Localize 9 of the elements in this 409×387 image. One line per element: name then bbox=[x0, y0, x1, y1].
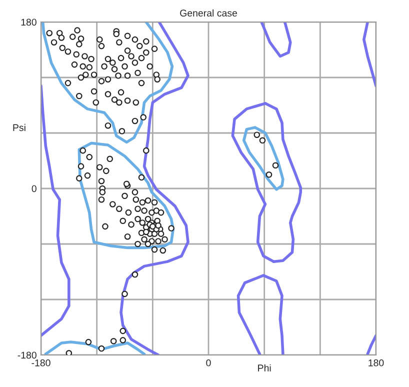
x-axis-title: Phi bbox=[258, 364, 271, 372]
y-tick-label: -180 bbox=[18, 352, 36, 359]
y-axis-title: Psi bbox=[13, 124, 26, 132]
x-tick-label: -180 bbox=[32, 359, 50, 366]
x-tick-label: 0 bbox=[206, 359, 211, 366]
y-tick-label: 180 bbox=[21, 18, 36, 26]
x-tick-label: 180 bbox=[368, 359, 384, 366]
y-tick-label: 0 bbox=[32, 185, 36, 192]
chart-title: General case bbox=[180, 9, 237, 17]
